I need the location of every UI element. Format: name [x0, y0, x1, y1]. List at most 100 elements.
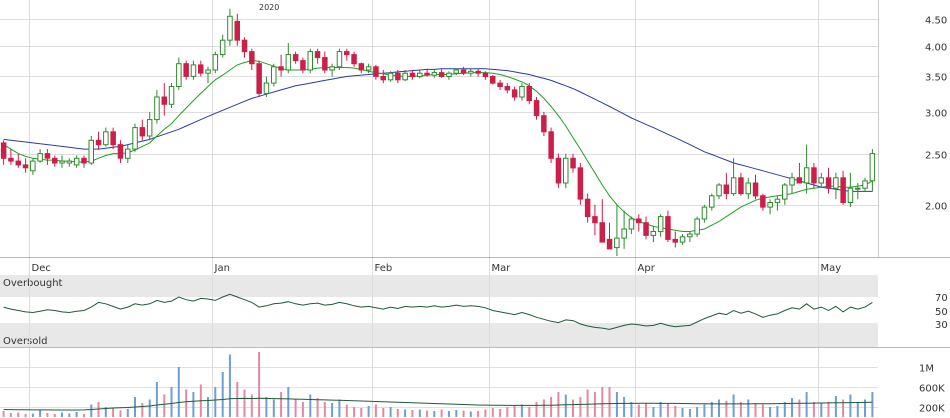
- volume-bar: [732, 394, 735, 417]
- candle-body: [365, 66, 372, 71]
- oscillator-y-tick: 70: [935, 293, 948, 304]
- volume-bar: [287, 387, 290, 417]
- month-label: Apr: [638, 263, 656, 274]
- candle: [548, 127, 554, 163]
- candle: [402, 70, 408, 82]
- candle-body: [37, 153, 43, 162]
- candle-body: [782, 184, 788, 200]
- volume-bar: [141, 403, 144, 417]
- volume-bar: [608, 387, 611, 417]
- volume-bar: [564, 394, 567, 417]
- candle: [621, 210, 627, 249]
- volume-bar: [805, 392, 808, 417]
- candle: [176, 57, 182, 90]
- candle: [110, 127, 116, 150]
- candle-body: [183, 63, 189, 77]
- candle: [132, 123, 138, 152]
- candle: [73, 155, 80, 168]
- candle-body: [665, 216, 671, 240]
- candle-body: [541, 115, 547, 133]
- volume-bar: [323, 402, 326, 417]
- candle: [183, 60, 189, 80]
- candle-body: [66, 160, 73, 164]
- candle-body: [767, 202, 773, 208]
- volume-bar: [776, 406, 779, 417]
- candlesticks: [0, 8, 876, 256]
- candle: [672, 231, 678, 248]
- candle-body: [555, 157, 562, 184]
- volume-bars: [2, 352, 874, 417]
- candle: [482, 71, 489, 80]
- price-y-tick-labels: 2.00 2.50 3.00 3.50 4.00 4.50: [925, 16, 947, 213]
- candle-body: [73, 157, 80, 166]
- candle: [782, 183, 788, 205]
- candle: [650, 226, 657, 243]
- candle-body: [154, 96, 160, 121]
- volume-bar: [163, 394, 166, 417]
- volume-bar: [856, 402, 859, 417]
- volume-bar: [46, 413, 49, 417]
- candle-body: [146, 119, 153, 137]
- volume-bar: [126, 409, 129, 417]
- volume-bar: [447, 411, 450, 417]
- oversold-label: Oversold: [3, 336, 48, 347]
- volume-bar: [542, 399, 545, 417]
- candle: [249, 48, 255, 70]
- candle: [322, 51, 328, 74]
- candle: [30, 158, 36, 175]
- volume-bar: [192, 392, 195, 417]
- volume-bar: [53, 414, 56, 417]
- candle: [263, 76, 270, 97]
- candle-body: [774, 198, 781, 204]
- volume-bar: [24, 414, 27, 417]
- candle-body: [0, 142, 7, 159]
- volume-gridlines: [0, 367, 878, 408]
- candle: [37, 149, 43, 163]
- candle: [380, 70, 386, 84]
- candle: [563, 153, 569, 189]
- candle: [825, 167, 832, 194]
- candle: [869, 149, 876, 192]
- volume-y-tick-labels: 1M 600K 200K: [919, 364, 945, 415]
- volume-bar: [83, 414, 85, 417]
- candle: [256, 60, 262, 97]
- candle-body: [344, 51, 350, 56]
- volume-bar: [360, 408, 363, 417]
- volume-bar: [688, 409, 691, 417]
- candle: [855, 183, 861, 200]
- volume-bar: [842, 399, 845, 417]
- price-month-gridlines: [29, 0, 819, 257]
- candle-body: [132, 127, 138, 150]
- candle: [818, 172, 824, 189]
- volume-bar: [484, 409, 487, 417]
- candle-body: [81, 157, 87, 164]
- volume-bar: [185, 389, 188, 417]
- volume-bar: [316, 398, 319, 417]
- volume-bar: [331, 403, 334, 417]
- ma-short-line: [3, 60, 873, 232]
- candle-body: [636, 218, 642, 224]
- candle-body: [526, 86, 532, 102]
- candle-body: [125, 148, 131, 159]
- overbought-band: [0, 275, 878, 297]
- volume-bar: [426, 410, 429, 417]
- volume-bar: [725, 401, 728, 417]
- candle: [373, 64, 379, 80]
- candle-body: [577, 167, 584, 200]
- candle: [234, 13, 240, 46]
- candle: [636, 214, 642, 232]
- oscillator-y-tick: 30: [935, 320, 948, 331]
- candle: [271, 63, 277, 87]
- volume-bar: [674, 406, 677, 417]
- candle-body: [263, 82, 270, 94]
- candle-body: [438, 72, 445, 77]
- volume-bar: [739, 402, 742, 417]
- volume-bar: [615, 392, 618, 417]
- volume-panel: 1M 600K 200K: [0, 348, 945, 418]
- volume-bar: [9, 413, 12, 417]
- candle: [709, 193, 715, 211]
- volume-bar: [309, 394, 312, 417]
- month-label: Feb: [375, 263, 393, 274]
- candle: [59, 155, 65, 168]
